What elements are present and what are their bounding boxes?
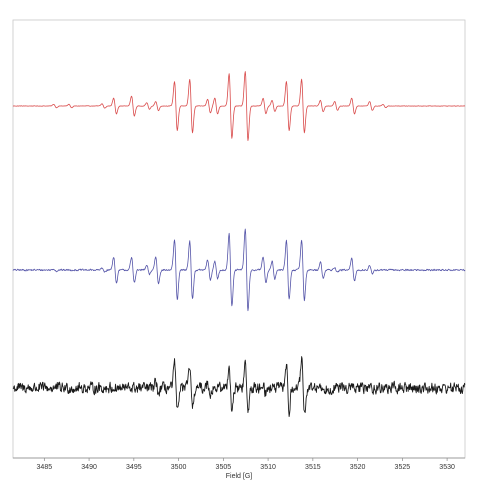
spectrum-trace-3	[12, 356, 466, 417]
spectrum-trace-1	[12, 71, 466, 141]
spectrum-trace-2	[12, 228, 466, 312]
x-tick-label: 3530	[439, 464, 455, 471]
x-tick-label: 3485	[37, 464, 53, 471]
x-tick-label: 3500	[171, 464, 187, 471]
x-axis-title: Field [G]	[226, 473, 253, 480]
x-tick-label: 3505	[216, 464, 232, 471]
spectra-traces	[12, 71, 466, 417]
x-tick-label: 3525	[395, 464, 411, 471]
x-tick-label: 3510	[260, 464, 276, 471]
x-tick-label: 3520	[350, 464, 366, 471]
x-tick-label: 3495	[126, 464, 142, 471]
x-tick-label: 3515	[305, 464, 321, 471]
x-tick-label: 3490	[81, 464, 97, 471]
x-axis-ticks: 3485 3490 3495 3500 3505 3510 3515 3520 3525 3530	[37, 458, 455, 471]
